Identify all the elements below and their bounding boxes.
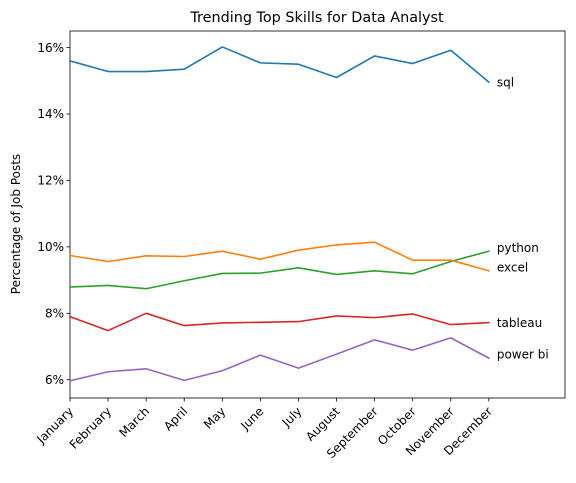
plot-area (69, 30, 566, 399)
series-label-power-bi: power bi (497, 348, 549, 362)
series-line-excel (69, 241, 490, 272)
y-tick-label: 14% (37, 107, 64, 121)
y-axis-ticks: 6% 8% 10% 12% 14% 16% (37, 41, 70, 387)
chart-title: Trending Top Skills for Data Analyst (189, 10, 444, 26)
series-label-excel: excel (497, 260, 528, 274)
y-axis-label: Percentage of Job Posts (9, 154, 23, 294)
y-tick-label: 6% (45, 373, 64, 387)
y-tick-label: 10% (37, 240, 64, 254)
series-line-python (69, 250, 490, 290)
plot-frame (69, 30, 566, 399)
series-label-tableau: tableau (497, 316, 542, 330)
series-label-python: python (497, 241, 539, 255)
y-tick-label: 8% (45, 307, 64, 321)
series-label-sql: sql (497, 75, 514, 89)
y-tick-label: 16% (37, 41, 64, 55)
series-line-tableau (68, 312, 490, 332)
series-line-sql (69, 46, 490, 84)
series-line-power-bi (69, 337, 490, 382)
y-tick-label: 12% (37, 174, 64, 188)
series-labels: sql python excel tableau power bi (497, 75, 549, 361)
series-lines (68, 46, 490, 382)
